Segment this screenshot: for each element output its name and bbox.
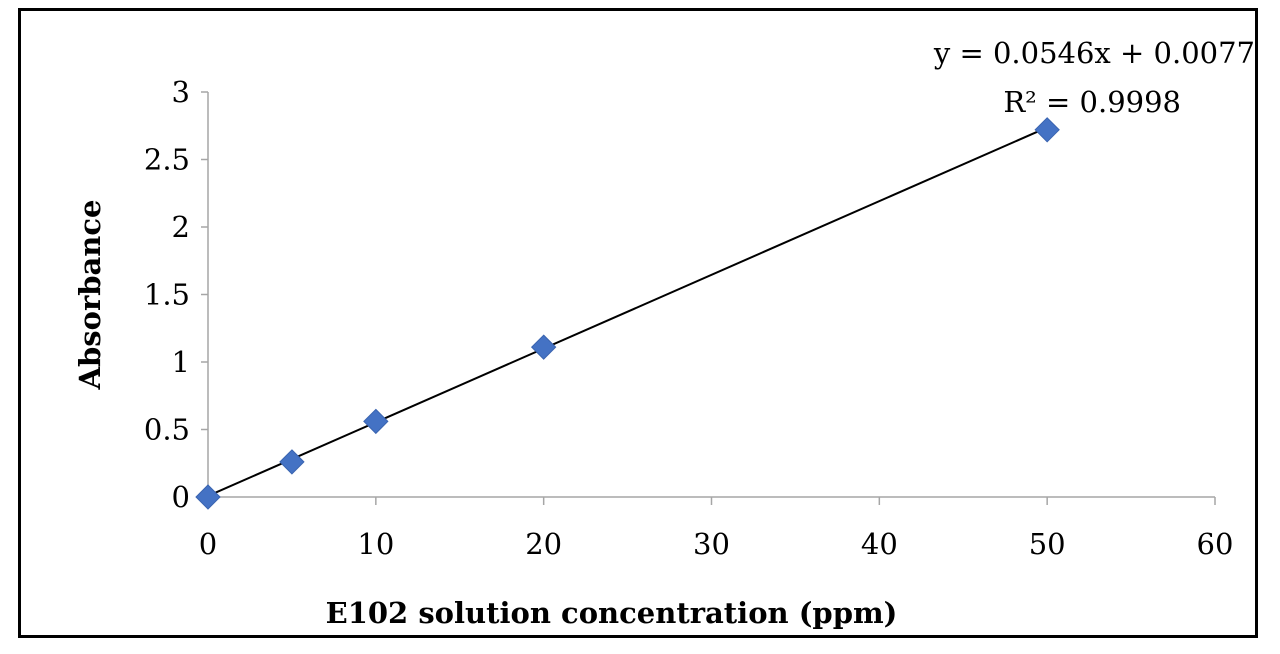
y-tick-label: 2.5 [144, 143, 190, 177]
y-axis-title: Absorbance [73, 200, 107, 391]
x-tick-label: 0 [199, 527, 217, 561]
x-tick-label: 30 [693, 527, 730, 561]
y-tick-label: 0 [172, 480, 190, 514]
x-axis-title: E102 solution concentration (ppm) [326, 596, 898, 630]
scatter-chart: 00.511.522.530 10 20 30 40 50 60 E102 solution… [73, 36, 1255, 630]
r-squared-label: R² = 0.9998 [1003, 85, 1181, 119]
y-tick-label: 0.5 [144, 413, 190, 447]
x-tick-label: 60 [1197, 527, 1234, 561]
trendline [207, 126, 1048, 497]
trendline-layer [207, 126, 1048, 497]
chart-frame: 0 0.5 1 1.5 2 2.5 3 0 10 20 30 40 50 60 E102 solution… [18, 8, 1258, 638]
y-tick-label: 1 [172, 345, 190, 379]
data-point [195, 484, 221, 510]
y-tick-label: 3 [172, 75, 190, 109]
trendline-equation: y = 0.0546x + 0.0077 [933, 36, 1255, 70]
data-point [279, 449, 305, 475]
x-tick-label: 50 [1029, 527, 1066, 561]
data-point [363, 408, 389, 435]
x-tick-label: 20 [525, 527, 562, 561]
axes: 00.511.522.530 10 20 30 40 50 60 [144, 75, 1234, 561]
y-tick-label: 1.5 [144, 278, 190, 312]
data-point [1034, 117, 1060, 143]
x-tick-label: 40 [861, 527, 898, 561]
y-tick-label: 2 [172, 210, 190, 244]
data-point [530, 334, 557, 360]
x-tick-label: 10 [357, 527, 394, 561]
data-points [195, 117, 1060, 510]
